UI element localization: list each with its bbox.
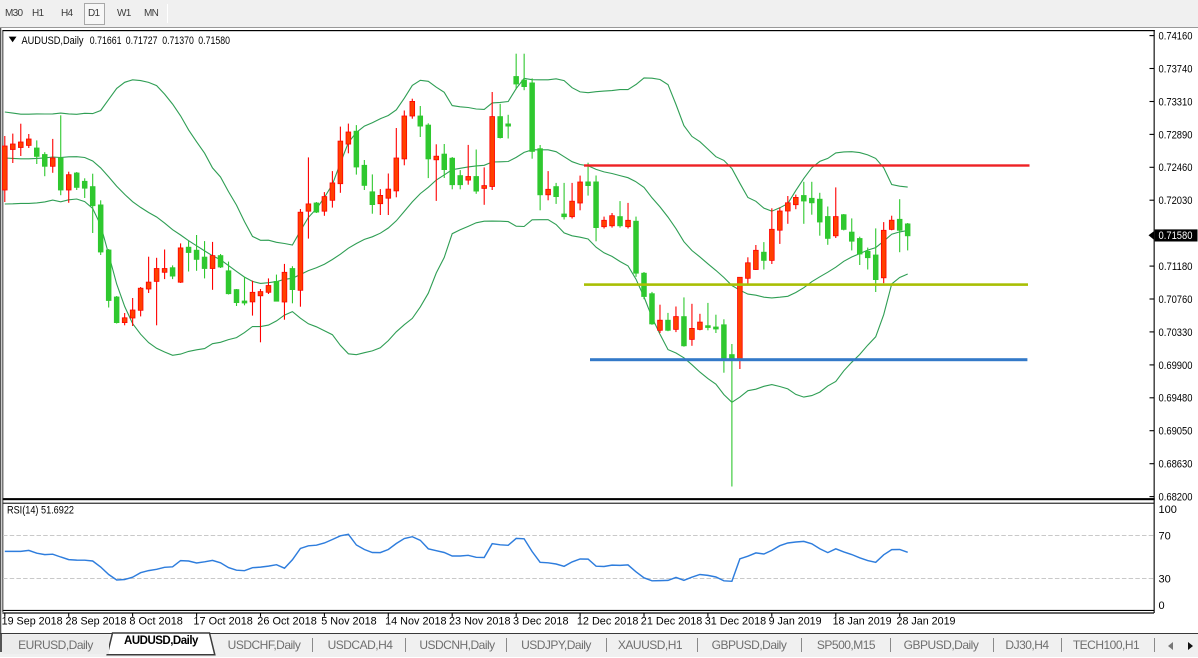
svg-text:19 Sep 2018: 19 Sep 2018 xyxy=(2,616,63,628)
svg-text:0.72890: 0.72890 xyxy=(1159,129,1193,141)
svg-text:0.72030: 0.72030 xyxy=(1159,195,1193,207)
svg-text:28 Jan 2019: 28 Jan 2019 xyxy=(897,616,956,628)
svg-text:0.69050: 0.69050 xyxy=(1159,426,1193,438)
svg-text:0.69900: 0.69900 xyxy=(1159,360,1193,372)
svg-text:14 Nov 2018: 14 Nov 2018 xyxy=(385,616,447,628)
svg-text:RSI(14) 51.6922: RSI(14) 51.6922 xyxy=(7,504,74,516)
svg-text:21 Dec 2018: 21 Dec 2018 xyxy=(641,616,703,628)
svg-text:18 Jan 2019: 18 Jan 2019 xyxy=(833,616,892,628)
svg-text:0.71661: 0.71661 xyxy=(90,35,122,47)
svg-text:0.70330: 0.70330 xyxy=(1159,327,1193,339)
svg-text:12 Dec 2018: 12 Dec 2018 xyxy=(577,616,639,628)
svg-text:31 Dec 2018: 31 Dec 2018 xyxy=(705,616,767,628)
svg-text:0.69480: 0.69480 xyxy=(1159,393,1193,405)
svg-text:0.71580: 0.71580 xyxy=(198,35,230,47)
svg-text:5 Nov 2018: 5 Nov 2018 xyxy=(321,616,377,628)
svg-text:9 Jan 2019: 9 Jan 2019 xyxy=(769,616,822,628)
svg-text:0.68630: 0.68630 xyxy=(1159,459,1193,471)
svg-text:0.71727: 0.71727 xyxy=(126,35,158,47)
svg-text:23 Nov 2018: 23 Nov 2018 xyxy=(449,616,511,628)
svg-text:28 Sep 2018: 28 Sep 2018 xyxy=(66,616,127,628)
svg-text:0.74160: 0.74160 xyxy=(1159,31,1193,43)
svg-text:70: 70 xyxy=(1159,531,1171,543)
svg-text:0.73310: 0.73310 xyxy=(1159,96,1193,108)
svg-text:26 Oct 2018: 26 Oct 2018 xyxy=(257,616,317,628)
svg-text:0.73740: 0.73740 xyxy=(1159,63,1193,75)
svg-text:30: 30 xyxy=(1159,574,1171,586)
svg-text:0.71370: 0.71370 xyxy=(162,35,194,47)
svg-text:8 Oct 2018: 8 Oct 2018 xyxy=(129,616,183,628)
svg-text:AUDUSD,Daily: AUDUSD,Daily xyxy=(22,35,85,47)
svg-text:3 Dec 2018: 3 Dec 2018 xyxy=(513,616,569,628)
svg-text:0.71180: 0.71180 xyxy=(1159,261,1193,273)
svg-text:0.68200: 0.68200 xyxy=(1159,492,1193,504)
svg-text:17 Oct 2018: 17 Oct 2018 xyxy=(193,616,253,628)
svg-text:0: 0 xyxy=(1159,600,1165,612)
svg-text:100: 100 xyxy=(1159,504,1177,516)
svg-text:0.71580: 0.71580 xyxy=(1159,230,1193,242)
svg-text:0.70760: 0.70760 xyxy=(1159,294,1193,306)
svg-text:0.72460: 0.72460 xyxy=(1159,162,1193,174)
